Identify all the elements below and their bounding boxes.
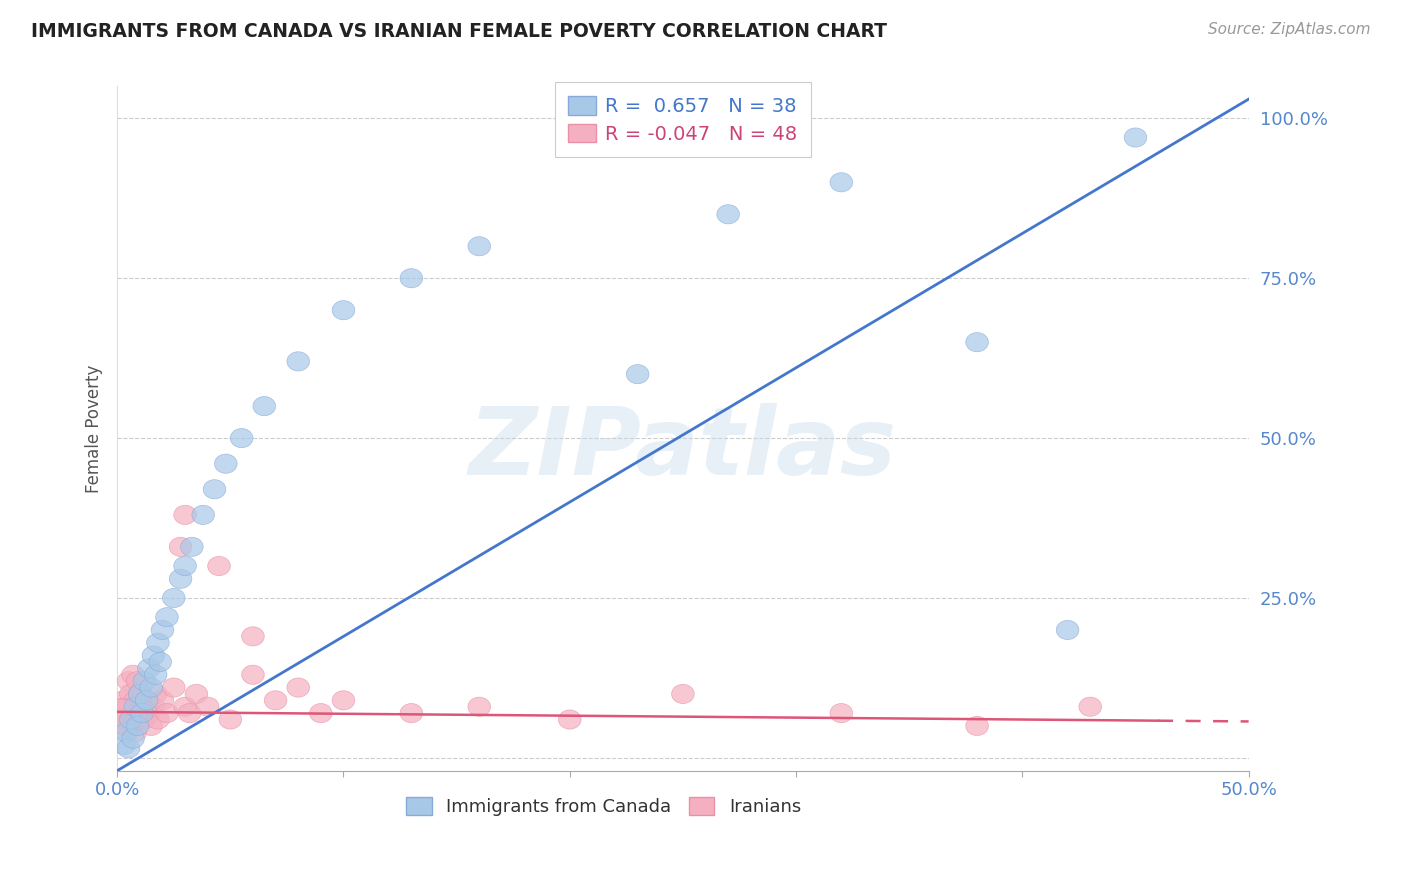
Ellipse shape — [468, 698, 491, 716]
Ellipse shape — [117, 672, 139, 690]
Ellipse shape — [124, 723, 146, 742]
Ellipse shape — [186, 684, 208, 704]
Ellipse shape — [966, 716, 988, 736]
Ellipse shape — [127, 716, 149, 736]
Ellipse shape — [112, 690, 135, 710]
Ellipse shape — [174, 557, 197, 575]
Ellipse shape — [120, 716, 142, 736]
Ellipse shape — [180, 537, 204, 557]
Ellipse shape — [401, 704, 423, 723]
Ellipse shape — [287, 351, 309, 371]
Ellipse shape — [149, 652, 172, 672]
Ellipse shape — [215, 454, 238, 474]
Ellipse shape — [124, 698, 146, 716]
Ellipse shape — [134, 672, 156, 690]
Ellipse shape — [156, 704, 179, 723]
Ellipse shape — [174, 505, 197, 524]
Ellipse shape — [197, 698, 219, 716]
Text: Source: ZipAtlas.com: Source: ZipAtlas.com — [1208, 22, 1371, 37]
Ellipse shape — [208, 557, 231, 575]
Ellipse shape — [128, 684, 150, 704]
Ellipse shape — [150, 690, 174, 710]
Ellipse shape — [242, 665, 264, 684]
Ellipse shape — [127, 704, 149, 723]
Ellipse shape — [179, 704, 201, 723]
Ellipse shape — [169, 537, 191, 557]
Ellipse shape — [122, 729, 145, 748]
Ellipse shape — [138, 704, 160, 723]
Ellipse shape — [156, 607, 179, 627]
Legend: Immigrants from Canada, Iranians: Immigrants from Canada, Iranians — [399, 790, 808, 823]
Ellipse shape — [124, 690, 146, 710]
Ellipse shape — [128, 684, 150, 704]
Ellipse shape — [117, 698, 139, 716]
Ellipse shape — [309, 704, 332, 723]
Text: ZIPatlas: ZIPatlas — [468, 403, 897, 495]
Ellipse shape — [142, 646, 165, 665]
Ellipse shape — [966, 333, 988, 351]
Ellipse shape — [128, 710, 150, 729]
Ellipse shape — [287, 678, 309, 698]
Ellipse shape — [1125, 128, 1147, 147]
Ellipse shape — [101, 698, 142, 734]
Ellipse shape — [231, 428, 253, 448]
Ellipse shape — [1078, 698, 1101, 716]
Ellipse shape — [134, 710, 156, 729]
Ellipse shape — [135, 690, 157, 710]
Ellipse shape — [139, 716, 163, 736]
Text: IMMIGRANTS FROM CANADA VS IRANIAN FEMALE POVERTY CORRELATION CHART: IMMIGRANTS FROM CANADA VS IRANIAN FEMALE… — [31, 22, 887, 41]
Ellipse shape — [108, 704, 131, 723]
Ellipse shape — [219, 710, 242, 729]
Ellipse shape — [332, 301, 354, 320]
Ellipse shape — [150, 621, 174, 640]
Ellipse shape — [191, 505, 215, 524]
Ellipse shape — [242, 627, 264, 646]
Ellipse shape — [122, 665, 145, 684]
Ellipse shape — [117, 739, 139, 758]
Ellipse shape — [142, 698, 165, 716]
Ellipse shape — [717, 204, 740, 224]
Ellipse shape — [127, 672, 149, 690]
Ellipse shape — [163, 589, 186, 607]
Ellipse shape — [401, 268, 423, 288]
Ellipse shape — [120, 684, 142, 704]
Ellipse shape — [253, 397, 276, 416]
Ellipse shape — [830, 173, 852, 192]
Ellipse shape — [146, 633, 169, 652]
Ellipse shape — [332, 690, 354, 710]
Ellipse shape — [169, 569, 191, 589]
Ellipse shape — [145, 665, 167, 684]
Ellipse shape — [672, 684, 695, 704]
Ellipse shape — [174, 698, 197, 716]
Ellipse shape — [558, 710, 581, 729]
Ellipse shape — [145, 684, 167, 704]
Ellipse shape — [146, 710, 169, 729]
Ellipse shape — [830, 704, 852, 723]
Ellipse shape — [131, 704, 153, 723]
Ellipse shape — [204, 480, 226, 499]
Ellipse shape — [120, 710, 142, 729]
Ellipse shape — [626, 365, 650, 384]
Ellipse shape — [115, 710, 138, 729]
Ellipse shape — [138, 659, 160, 678]
Ellipse shape — [122, 704, 145, 723]
Ellipse shape — [115, 723, 138, 742]
Ellipse shape — [163, 678, 186, 698]
Ellipse shape — [1056, 621, 1078, 640]
Ellipse shape — [264, 690, 287, 710]
Ellipse shape — [112, 736, 135, 755]
Ellipse shape — [111, 716, 134, 736]
Ellipse shape — [468, 236, 491, 256]
Y-axis label: Female Poverty: Female Poverty — [86, 364, 103, 492]
Ellipse shape — [131, 698, 153, 716]
Ellipse shape — [135, 690, 157, 710]
Ellipse shape — [139, 678, 163, 698]
